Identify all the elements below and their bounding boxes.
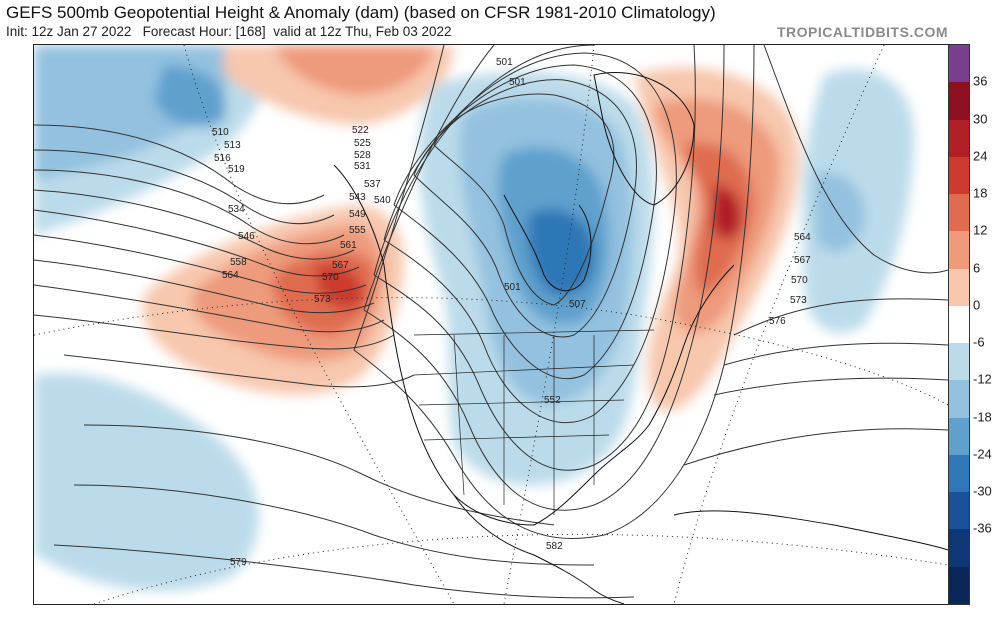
label-555: 555	[349, 225, 366, 236]
label-501b: 501	[509, 77, 526, 88]
label-558: 558	[230, 257, 247, 268]
map-title: GEFS 500mb Geopotential Height & Anomaly…	[6, 3, 716, 22]
colorbar-segment	[949, 231, 969, 270]
forecast-info: Init: 12z Jan 27 2022 Forecast Hour: [16…	[6, 24, 452, 39]
north-america-coast	[333, 164, 735, 526]
colorbar-segment	[949, 45, 969, 84]
colorbar-segment	[949, 194, 969, 233]
contour-labels: 501 501 501 507 510 513 516 519 522 525 …	[212, 57, 811, 568]
anomaly-shading	[34, 45, 914, 592]
valid-time: valid at 12z Thu, Feb 03 2022	[273, 24, 452, 39]
coastlines	[333, 71, 948, 604]
colorbar-segment	[949, 417, 969, 456]
label-510: 510	[212, 127, 229, 138]
colorbar-tick-label: 24	[973, 148, 988, 164]
colorbar-tick-label: 30	[973, 111, 988, 127]
colorbar-tick-label: 36	[973, 73, 988, 89]
label-552: 552	[544, 395, 561, 406]
colorbar-segment	[949, 529, 969, 568]
label-567b: 567	[794, 255, 811, 266]
height-contours	[34, 45, 948, 599]
map-canvas: 501 501 501 507 510 513 516 519 522 525 …	[34, 45, 948, 604]
central-america-coast	[453, 494, 625, 604]
greenland-coast	[593, 71, 695, 206]
label-513: 513	[224, 140, 241, 151]
label-570: 570	[322, 272, 339, 283]
label-579: 579	[230, 557, 247, 568]
colorbar-tick-label: -36	[973, 520, 992, 536]
site-watermark: TROPICALTIDBITS.COM	[776, 24, 948, 40]
label-570b: 570	[791, 275, 808, 286]
header: GEFS 500mb Geopotential Height & Anomaly…	[0, 0, 1000, 44]
colorbar-segment	[949, 454, 969, 494]
colorbar-segment	[949, 82, 969, 121]
label-567: 567	[332, 260, 349, 271]
colorbar-segment	[949, 268, 969, 307]
map-panel: 501 501 501 507 510 513 516 519 522 525 …	[33, 44, 949, 605]
colorbar-tick-label: -30	[973, 483, 992, 499]
colorbar-tick-label: 18	[973, 185, 988, 201]
south-america-coast	[673, 510, 948, 551]
lat-lon-graticule	[34, 45, 948, 604]
forecast-hour: Forecast Hour: [168]	[142, 24, 266, 39]
colorbar-segment	[949, 380, 969, 419]
colorbar-segment	[949, 119, 969, 158]
label-507: 507	[569, 299, 586, 310]
colorbar-tick-label: -18	[973, 409, 992, 425]
colorbar-tick-label: 12	[973, 222, 988, 238]
label-582: 582	[546, 541, 563, 552]
label-534: 534	[228, 204, 245, 215]
colorbar-tick-label: 0	[973, 297, 981, 313]
label-519: 519	[228, 164, 245, 175]
label-561: 561	[340, 240, 357, 251]
label-543: 543	[349, 192, 366, 203]
label-564b: 564	[794, 232, 811, 243]
label-531: 531	[354, 161, 371, 172]
hudson-bay-coast	[503, 194, 592, 292]
label-522: 522	[352, 125, 369, 136]
label-501: 501	[496, 57, 513, 68]
label-546: 546	[238, 231, 255, 242]
label-564: 564	[222, 270, 239, 281]
colorbar	[948, 44, 970, 605]
label-525: 525	[354, 138, 371, 149]
label-549: 549	[349, 209, 366, 220]
init-time: Init: 12z Jan 27 2022	[6, 24, 132, 39]
label-516: 516	[214, 153, 231, 164]
label-573: 573	[314, 294, 331, 305]
colorbar-segment	[949, 305, 969, 345]
colorbar-tick-label: -6	[973, 334, 985, 350]
colorbar-segment	[949, 492, 969, 531]
colorbar-segment	[949, 156, 969, 196]
colorbar-tick-label: -24	[973, 446, 992, 462]
us-state-borders	[413, 329, 655, 515]
label-537: 537	[364, 179, 381, 190]
colorbar-segment	[949, 343, 969, 382]
colorbar-tick-label: -12	[973, 371, 992, 387]
label-576: 576	[769, 316, 786, 327]
label-540: 540	[374, 195, 391, 206]
colorbar-tick-label: 6	[973, 260, 981, 276]
label-528: 528	[354, 150, 371, 161]
label-501c: 501	[504, 282, 521, 293]
colorbar-segment	[949, 566, 969, 604]
label-573b: 573	[790, 295, 807, 306]
